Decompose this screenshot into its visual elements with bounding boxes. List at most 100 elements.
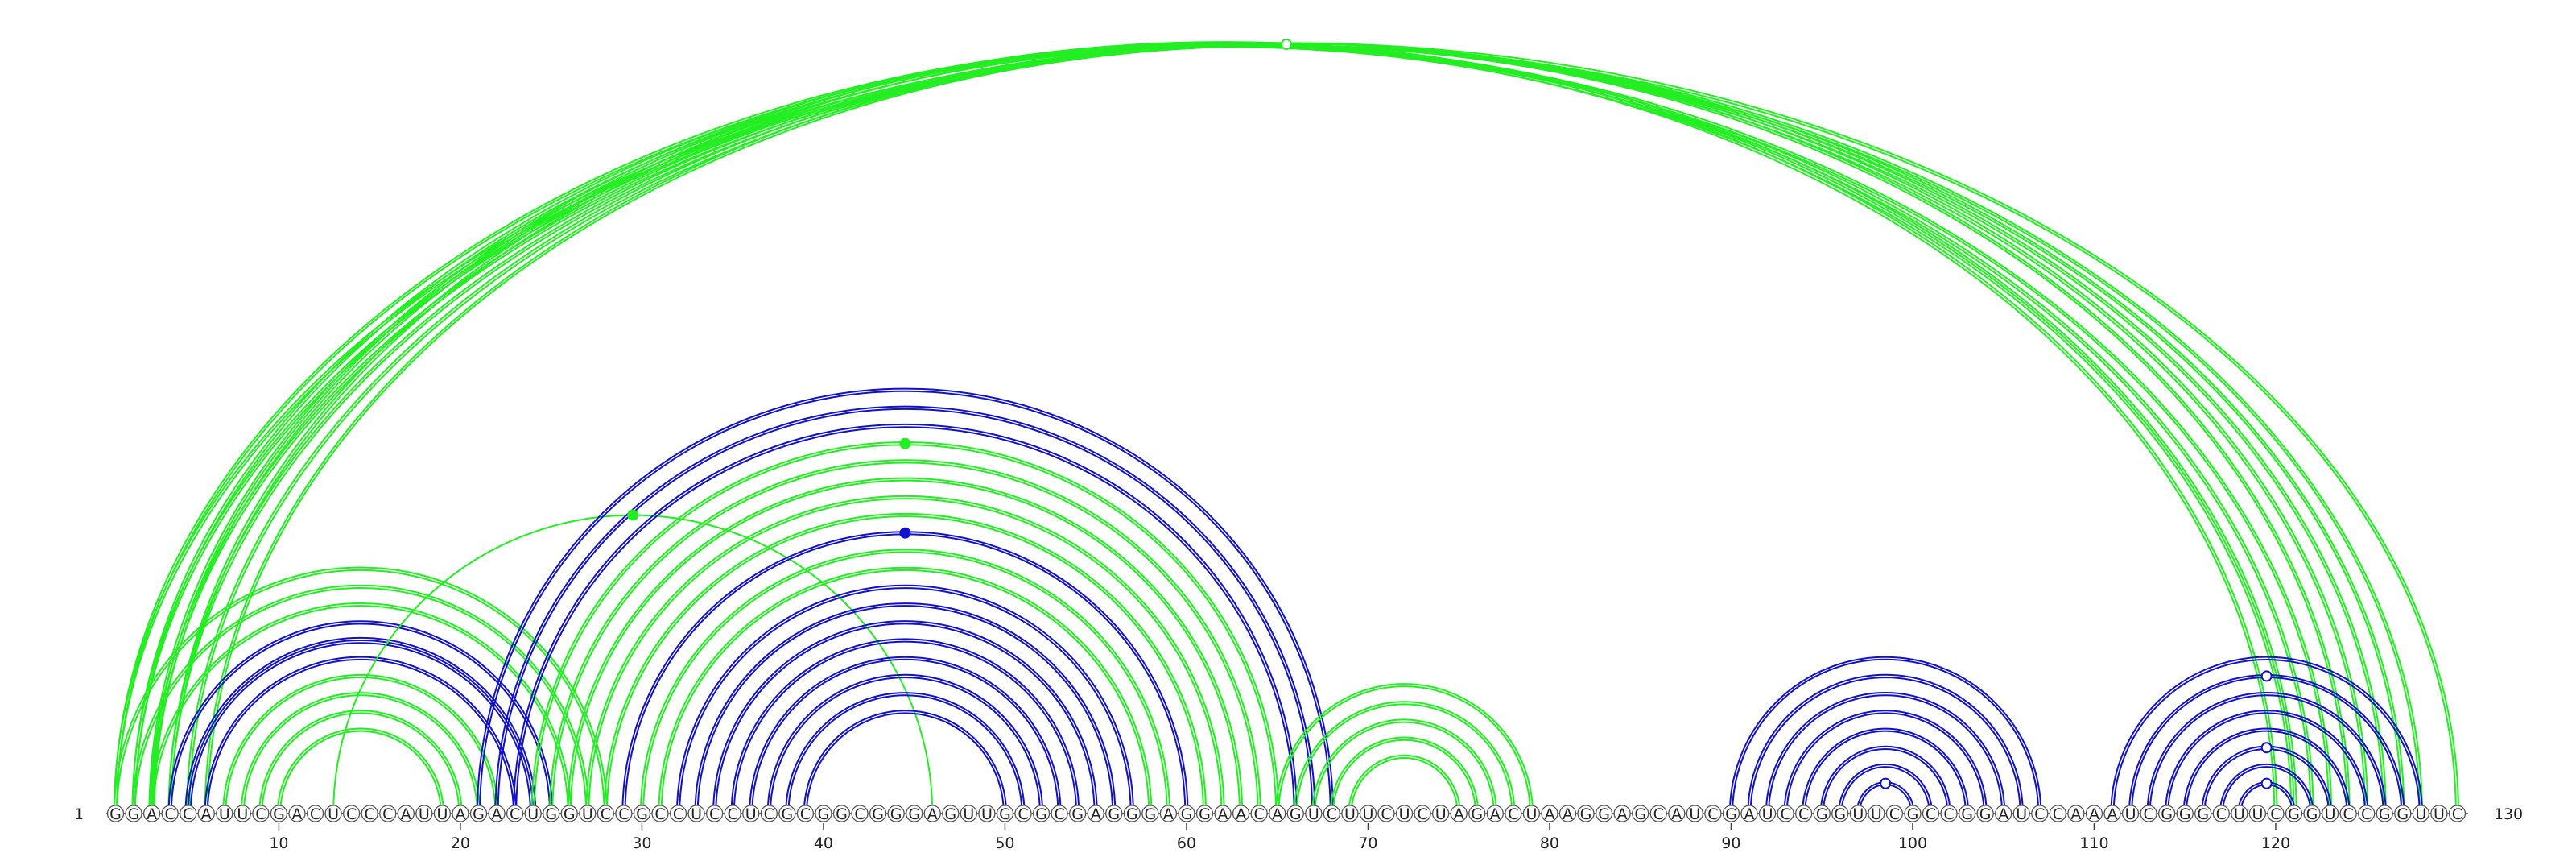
base-pair-arc-21-68 — [479, 390, 1331, 814]
nucleotide-letter: G — [473, 805, 485, 823]
nucleotide-circle — [1432, 805, 1450, 822]
nucleotide-letter: A — [455, 805, 465, 823]
nucleotide-letter: G — [1181, 805, 1193, 823]
base-pair-arc-68-76 — [1329, 736, 1480, 814]
nucleotide-circle — [869, 805, 887, 822]
nucleotide-letter: G — [1108, 805, 1120, 823]
nucleotide-circle — [960, 805, 977, 822]
base-pair-arc-8-21 — [242, 694, 478, 814]
base-pair-arc-22-67 — [494, 405, 1316, 814]
axis-tick-label: 100 — [1898, 834, 1927, 852]
nucleotide-letter: A — [927, 805, 938, 823]
base-pair-arc-5-24 — [184, 636, 537, 814]
nucleotide-circle — [216, 805, 233, 822]
nucleotide-circle — [488, 805, 506, 822]
base-pair-arc-92-105 — [1768, 694, 2004, 814]
nucleotide-letter: C — [1780, 805, 1790, 823]
nucleotide-letter: C — [800, 805, 811, 823]
nucleotide-letter: C — [1798, 805, 1809, 823]
base-pair-arc-25-64 — [551, 462, 1259, 814]
nucleotide-letter: C — [310, 805, 320, 823]
base-pair-arc-92-105 — [1765, 692, 2006, 814]
arcs-layer — [113, 40, 2460, 814]
nucleotide-circle — [2140, 805, 2157, 822]
arc-marker-116-123 — [2260, 742, 2273, 754]
nucleotide-letter: G — [1126, 805, 1138, 823]
base-pair-arc-30-59 — [639, 549, 1170, 814]
nucleotide-circle — [1195, 805, 1214, 822]
nucleotide-letter: C — [654, 805, 665, 823]
nucleotide-circle — [342, 805, 361, 822]
nucleotide-letter: U — [981, 805, 993, 823]
base-pair-arc-5-24 — [187, 639, 535, 814]
nucleotide-letter: U — [237, 805, 248, 823]
base-pair-arc-66-78 — [1293, 701, 1516, 814]
nucleotide-circle — [1613, 805, 1631, 822]
nucleotide-circle — [2013, 805, 2030, 822]
base-pair-arc-91-106 — [1747, 673, 2024, 814]
base-pair-arc-29-60 — [624, 533, 1187, 814]
base-pair-arc-1-28 — [116, 569, 605, 814]
nucleotide-letter: C — [346, 805, 357, 823]
axis-tick-label: 60 — [1177, 834, 1196, 852]
nucleotide-letter: U — [691, 805, 702, 823]
nucleotide-circle — [2067, 805, 2085, 822]
base-pair-arc-65-79 — [1275, 682, 1534, 814]
nucleotide-letter: G — [1907, 805, 1919, 823]
nucleotide-letter: U — [2434, 805, 2445, 823]
nucleotide-circle — [2376, 805, 2393, 822]
nucleotide-letter: C — [510, 805, 520, 823]
nucleotide-letter: G — [2197, 805, 2209, 823]
base-pair-arc-32-57 — [679, 586, 1132, 814]
base-pair-arc-6-124 — [206, 44, 2348, 814]
base-pair-arc-39-50 — [806, 712, 1005, 814]
base-pair-arc-23-66 — [515, 426, 1295, 814]
nucleotide-circle — [1722, 805, 1740, 822]
nucleotide-circle — [1813, 805, 1831, 822]
base-pair-arc-3-26 — [150, 602, 572, 814]
nucleotide-circle — [2412, 805, 2430, 822]
nucleotide-letter: C — [1707, 805, 1718, 823]
nucleotide-circle — [1286, 805, 1304, 822]
base-pair-arc-34-55 — [715, 623, 1096, 814]
nucleotide-letter: U — [963, 805, 974, 823]
base-pair-arc-26-63 — [569, 479, 1241, 814]
base-pair-arc-37-52 — [766, 673, 1044, 814]
nucleotide-letter: U — [1762, 805, 1773, 823]
nucleotide-letter: C — [2034, 805, 2045, 823]
base-pair-arc-3-121 — [151, 43, 2295, 814]
base-pair-arc-117-122 — [2219, 763, 2314, 814]
axis-tick-label: 20 — [451, 834, 470, 852]
nucleotide-letter: C — [183, 805, 193, 823]
nucleotide-letter: G — [999, 805, 1011, 823]
axis-tick-label: 80 — [1540, 834, 1559, 852]
nucleotide-letter: A — [2107, 805, 2118, 823]
base-pair-arc-27-62 — [588, 497, 1223, 814]
base-pair-arc-22-67 — [497, 408, 1314, 814]
nucleotide-letter: C — [255, 805, 266, 823]
nucleotide-letter: G — [1598, 805, 1610, 823]
nucleotide-circle — [270, 805, 288, 822]
nucleotide-circle — [324, 805, 342, 822]
nucleotide-circle — [796, 805, 815, 822]
nucleotide-letter: G — [781, 805, 793, 823]
nucleotide-letter: A — [1744, 805, 1755, 823]
base-pair-arc-90-107 — [1732, 658, 2040, 814]
nucleotide-circle — [1414, 805, 1431, 822]
base-pair-arc-32-57 — [675, 584, 1134, 814]
nucleotide-letter: U — [2325, 805, 2336, 823]
nucleotide-circle — [1123, 805, 1141, 822]
nucleotide-letter: A — [1163, 805, 1174, 823]
nucleotide-letter: G — [1071, 805, 1084, 823]
nucleotide-circle — [2430, 805, 2448, 822]
nucleotide-letter: C — [1381, 805, 1391, 823]
nucleotide-circle — [2285, 805, 2303, 822]
nucleotide-circle — [2194, 805, 2212, 822]
base-pair-arc-95-102 — [1822, 747, 1949, 814]
nucleotide-letter: G — [1580, 805, 1592, 823]
nucleotide-circle — [1794, 805, 1813, 822]
nucleotide-letter: C — [1254, 805, 1265, 823]
nucleotide-circle — [579, 805, 597, 822]
